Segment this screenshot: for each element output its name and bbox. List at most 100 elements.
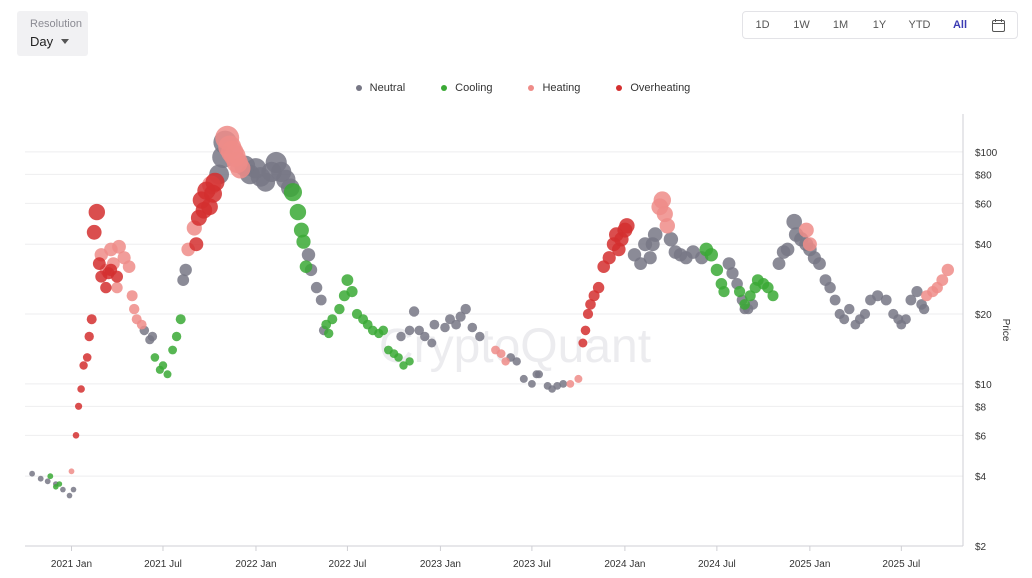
data-point-cooling[interactable] <box>378 325 389 336</box>
data-point-neutral[interactable] <box>839 314 850 325</box>
data-point-heating[interactable] <box>122 260 136 274</box>
data-point-cooling[interactable] <box>293 222 309 238</box>
data-point-cooling[interactable] <box>324 328 334 339</box>
data-point-neutral[interactable] <box>859 308 871 320</box>
data-point-neutral[interactable] <box>772 257 786 270</box>
data-point-cooling[interactable] <box>399 361 408 370</box>
data-point-cooling[interactable] <box>767 290 779 302</box>
data-point-heating[interactable] <box>941 263 954 277</box>
data-point-overheating[interactable] <box>602 251 616 265</box>
data-point-cooling[interactable] <box>327 314 338 325</box>
data-point-neutral[interactable] <box>475 331 485 342</box>
data-point-overheating[interactable] <box>86 224 102 240</box>
data-point-heating[interactable] <box>656 205 673 223</box>
data-point-neutral[interactable] <box>780 242 795 257</box>
data-point-neutral[interactable] <box>647 227 663 242</box>
data-point-cooling[interactable] <box>341 274 354 286</box>
range-1y-button[interactable]: 1Y <box>872 19 887 31</box>
data-point-neutral[interactable] <box>905 294 917 306</box>
data-point-heating[interactable] <box>653 191 671 209</box>
data-point-neutral[interactable] <box>900 314 911 325</box>
data-point-neutral[interactable] <box>310 281 323 294</box>
range-ytd-button[interactable]: YTD <box>908 19 931 31</box>
data-point-neutral[interactable] <box>528 380 536 388</box>
data-point-heating[interactable] <box>501 357 510 366</box>
data-point-cooling[interactable] <box>47 473 54 480</box>
data-point-cooling[interactable] <box>283 183 302 202</box>
data-point-neutral[interactable] <box>37 475 44 482</box>
data-point-heating[interactable] <box>566 380 575 388</box>
data-point-neutral[interactable] <box>726 267 739 280</box>
data-point-cooling[interactable] <box>744 290 756 302</box>
data-point-cooling[interactable] <box>150 353 160 362</box>
data-point-heating[interactable] <box>936 274 949 286</box>
data-point-neutral[interactable] <box>880 294 892 306</box>
data-point-heating[interactable] <box>111 281 123 294</box>
data-point-heating[interactable] <box>112 239 126 254</box>
data-point-heating[interactable] <box>798 222 814 238</box>
data-point-neutral[interactable] <box>643 251 657 265</box>
data-point-neutral[interactable] <box>408 306 420 317</box>
data-point-cooling[interactable] <box>168 345 178 355</box>
data-point-cooling[interactable] <box>704 248 718 262</box>
legend-item-heating[interactable]: Heating <box>514 82 580 94</box>
legend-item-overheating[interactable]: Overheating <box>602 82 690 94</box>
data-point-neutral[interactable] <box>301 248 316 262</box>
legend-item-neutral[interactable]: Neutral <box>342 82 405 94</box>
data-point-neutral[interactable] <box>44 478 51 485</box>
data-point-heating[interactable] <box>659 218 675 234</box>
range-1w-button[interactable]: 1W <box>793 19 810 31</box>
data-point-overheating[interactable] <box>189 237 204 252</box>
data-point-overheating[interactable] <box>79 361 88 370</box>
data-point-neutral[interactable] <box>70 486 77 493</box>
data-point-neutral[interactable] <box>451 319 461 330</box>
data-point-heating[interactable] <box>230 158 251 179</box>
data-point-neutral[interactable] <box>813 257 826 270</box>
data-point-cooling[interactable] <box>171 331 182 342</box>
data-point-overheating[interactable] <box>111 270 123 283</box>
data-point-heating[interactable] <box>496 349 506 358</box>
data-point-neutral[interactable] <box>60 486 66 493</box>
data-point-heating[interactable] <box>129 303 140 315</box>
range-1m-button[interactable]: 1M <box>832 19 849 31</box>
data-point-neutral[interactable] <box>179 263 192 277</box>
data-point-cooling[interactable] <box>163 370 172 379</box>
data-point-neutral[interactable] <box>918 303 930 315</box>
data-point-neutral[interactable] <box>414 325 425 336</box>
data-point-cooling[interactable] <box>394 353 403 362</box>
data-point-neutral[interactable] <box>396 331 406 342</box>
data-point-cooling[interactable] <box>346 286 358 298</box>
data-point-cooling[interactable] <box>289 203 307 221</box>
data-point-neutral[interactable] <box>634 257 647 270</box>
data-point-neutral[interactable] <box>66 492 73 499</box>
data-point-overheating[interactable] <box>205 172 225 192</box>
data-point-overheating[interactable] <box>75 402 83 410</box>
range-1d-button[interactable]: 1D <box>755 19 770 31</box>
data-point-neutral[interactable] <box>512 357 521 366</box>
data-point-neutral[interactable] <box>535 370 543 379</box>
data-point-cooling[interactable] <box>718 286 730 298</box>
resolution-dropdown[interactable]: Resolution Day <box>17 11 88 56</box>
data-point-overheating[interactable] <box>100 281 112 294</box>
data-point-heating[interactable] <box>802 237 817 252</box>
data-point-neutral[interactable] <box>29 470 35 477</box>
data-point-cooling[interactable] <box>334 303 345 315</box>
data-point-overheating[interactable] <box>582 308 594 320</box>
data-point-cooling[interactable] <box>299 260 313 274</box>
data-point-heating[interactable] <box>126 290 138 302</box>
data-point-cooling[interactable] <box>405 357 414 366</box>
calendar-button[interactable] <box>980 18 1017 32</box>
data-point-overheating[interactable] <box>88 203 106 221</box>
data-point-cooling[interactable] <box>175 314 186 325</box>
data-point-neutral[interactable] <box>824 281 836 294</box>
data-point-overheating[interactable] <box>82 353 92 362</box>
data-point-cooling[interactable] <box>158 361 168 370</box>
data-point-neutral[interactable] <box>553 382 562 390</box>
data-point-neutral[interactable] <box>786 213 802 230</box>
data-point-overheating[interactable] <box>578 338 588 348</box>
data-point-cooling[interactable] <box>296 234 311 249</box>
data-point-neutral[interactable] <box>427 338 437 348</box>
data-point-neutral[interactable] <box>663 232 679 247</box>
data-point-heating[interactable] <box>136 319 147 330</box>
data-point-cooling[interactable] <box>734 286 746 298</box>
